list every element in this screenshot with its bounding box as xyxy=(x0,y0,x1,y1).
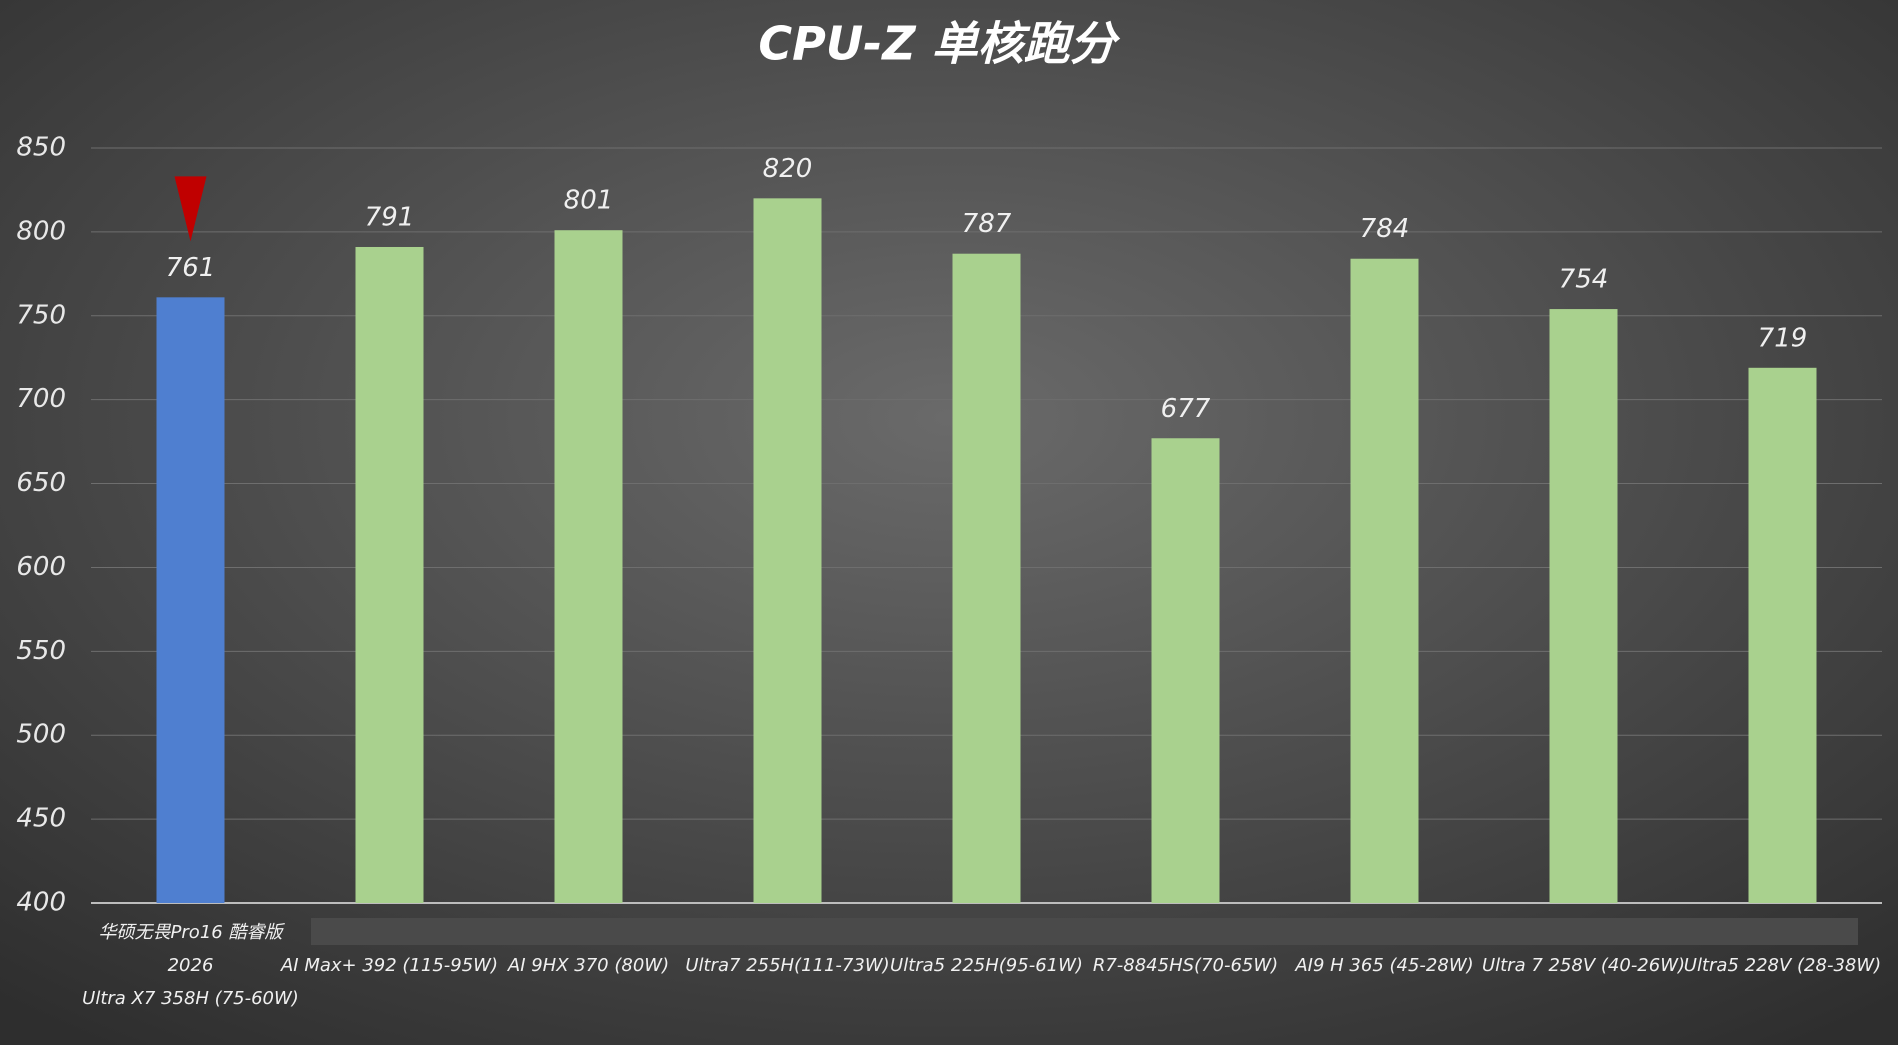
y-tick-label: 750 xyxy=(16,300,66,330)
value-label: 677 xyxy=(1161,394,1211,424)
bar xyxy=(952,253,1021,903)
bar xyxy=(753,198,822,904)
y-tick-label: 500 xyxy=(16,720,66,750)
bar xyxy=(156,297,225,903)
x-tick-label: Ultra5 228V (28-38W) xyxy=(1684,955,1881,976)
x-tick-label: R7-8845HS(70-65W) xyxy=(1093,955,1278,976)
x-tick-label: Ultra X7 358H (75-60W) xyxy=(82,988,299,1009)
y-tick-label: 850 xyxy=(16,133,66,163)
y-tick-label: 800 xyxy=(16,216,66,246)
x-tick-label: AI Max+ 392 (115-95W) xyxy=(280,955,498,976)
value-label: 719 xyxy=(1758,323,1808,353)
bar xyxy=(1350,258,1419,903)
value-label: 761 xyxy=(166,253,216,283)
x-tick-label: AI 9HX 370 (80W) xyxy=(507,955,669,976)
y-tick-label: 600 xyxy=(16,552,66,582)
chart-title: CPU-Z 单核跑分 xyxy=(758,17,1120,71)
x-tick-label: Ultra5 225H(95-61W) xyxy=(890,955,1083,976)
bar xyxy=(554,230,623,903)
bar xyxy=(1549,309,1618,904)
x-tick-label: Ultra7 255H(111-73W) xyxy=(685,955,889,976)
bar xyxy=(355,246,424,903)
y-tick-label: 450 xyxy=(16,804,66,834)
bar xyxy=(1748,367,1817,903)
value-label: 787 xyxy=(962,209,1012,239)
axis-band xyxy=(311,918,1858,945)
y-tick-label: 650 xyxy=(16,468,66,498)
value-label: 801 xyxy=(564,186,614,216)
x-tick-label: 华硕无畏Pro16 酷睿版 xyxy=(99,922,286,943)
bar xyxy=(1151,438,1220,903)
highlight-marker xyxy=(174,176,207,242)
x-tick-label: 2026 xyxy=(168,955,214,976)
value-label: 784 xyxy=(1360,214,1410,244)
value-label: 791 xyxy=(365,202,415,232)
value-label: 820 xyxy=(763,154,813,184)
x-tick-label: AI9 H 365 (45-28W) xyxy=(1294,955,1473,976)
y-tick-label: 700 xyxy=(16,384,66,414)
x-tick-label: Ultra 7 258V (40-26W) xyxy=(1482,955,1685,976)
y-tick-label: 400 xyxy=(16,888,66,918)
y-tick-label: 550 xyxy=(16,636,66,666)
value-label: 754 xyxy=(1559,265,1609,295)
